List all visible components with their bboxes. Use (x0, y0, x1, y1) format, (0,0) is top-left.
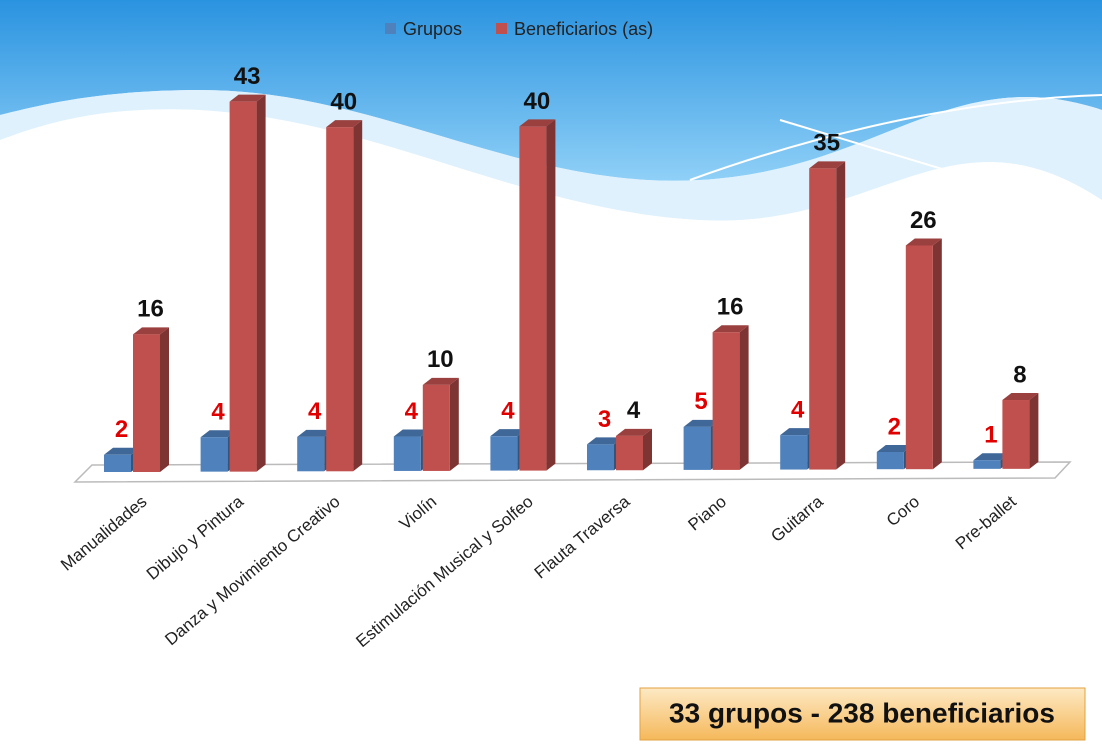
bar-top (229, 94, 266, 102)
bar-top (905, 238, 942, 246)
bar-top (104, 447, 140, 455)
bar (876, 451, 904, 470)
value-label: 4 (211, 399, 225, 426)
bar-top (1002, 393, 1039, 401)
bar (519, 126, 547, 471)
legend-swatch (385, 23, 396, 34)
value-label: 16 (717, 294, 744, 321)
bar-top (809, 161, 846, 169)
annotation-box (639, 687, 1086, 741)
bar-top (297, 429, 334, 437)
bar (780, 435, 808, 470)
bar-side (160, 327, 169, 472)
bar-top (780, 428, 817, 436)
bar (200, 437, 228, 472)
bar (587, 444, 614, 471)
bar (683, 426, 711, 470)
x-tick-label: Flauta Traversa (531, 492, 634, 583)
bar-top (973, 453, 1010, 461)
bar-top (326, 120, 363, 128)
x-tick-label: Violín (396, 492, 441, 534)
bar-side (546, 119, 556, 471)
value-label: 3 (598, 406, 611, 433)
value-label: 10 (427, 346, 454, 373)
bar (905, 245, 933, 470)
bar (712, 332, 740, 470)
x-tick-label: Dibujo y Pintura (143, 492, 248, 584)
bar (297, 436, 325, 472)
bar-side (836, 161, 846, 470)
value-label: 4 (791, 396, 805, 423)
bar-top (422, 377, 459, 385)
annotation: 33 grupos - 238 beneficiarios (669, 697, 1055, 728)
bar-top (393, 429, 430, 437)
value-label: 5 (694, 388, 707, 415)
bar-top (616, 428, 652, 436)
bar-top (133, 327, 169, 335)
value-label: 4 (308, 398, 322, 425)
bar (422, 384, 450, 471)
x-tick-label: Manualidades (57, 492, 150, 575)
bar (326, 127, 354, 472)
bar-side (643, 428, 652, 471)
bar-side (256, 94, 266, 472)
bar-top (519, 119, 556, 127)
value-label: 43 (234, 63, 261, 90)
bar-top (712, 325, 749, 333)
bar-top (876, 444, 913, 452)
bar-side (932, 238, 942, 470)
bar-top (587, 437, 623, 445)
bar (490, 436, 518, 471)
value-label: 35 (813, 130, 840, 157)
bar (133, 334, 160, 472)
value-label: 4 (501, 398, 515, 425)
value-label: 1 (984, 422, 997, 449)
value-label: 2 (888, 413, 901, 440)
x-tick-label: Pre-ballet (952, 492, 1020, 553)
x-tick-label: Coro (883, 492, 923, 530)
value-label: 16 (137, 296, 164, 323)
x-tick-label: Guitarra (767, 492, 827, 546)
legend-label: Beneficiarios (as) (514, 19, 653, 39)
x-tick-label: Estimulación Musical y Solfeo (352, 492, 536, 651)
x-tick-label: Danza y Movimiento Creativo (161, 492, 343, 649)
value-label: 26 (910, 207, 937, 234)
value-label: 8 (1013, 361, 1026, 388)
bar (616, 435, 643, 471)
bar-side (1029, 393, 1039, 469)
bar-side (449, 377, 459, 471)
x-tick-label: Piano (685, 492, 731, 535)
legend-label: Grupos (403, 19, 462, 39)
value-label: 40 (524, 88, 551, 115)
bar (104, 454, 131, 472)
value-label: 4 (405, 398, 419, 425)
bar (1002, 400, 1030, 469)
bar-top (683, 419, 720, 427)
bar (809, 168, 837, 470)
value-label: 40 (330, 88, 357, 115)
value-label: 4 (627, 397, 641, 424)
bar (973, 460, 1001, 469)
bar-top (200, 430, 237, 438)
value-label: 2 (115, 416, 128, 443)
bar-side (353, 120, 363, 472)
bar (393, 436, 421, 471)
legend-swatch (496, 23, 508, 34)
bar-side (739, 325, 749, 470)
bar-top (490, 429, 527, 437)
bar (229, 101, 257, 472)
